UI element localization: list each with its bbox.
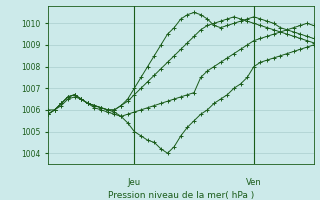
- Text: Ven: Ven: [246, 178, 262, 187]
- Text: Jeu: Jeu: [128, 178, 141, 187]
- Text: Pression niveau de la mer( hPa ): Pression niveau de la mer( hPa ): [108, 191, 254, 200]
